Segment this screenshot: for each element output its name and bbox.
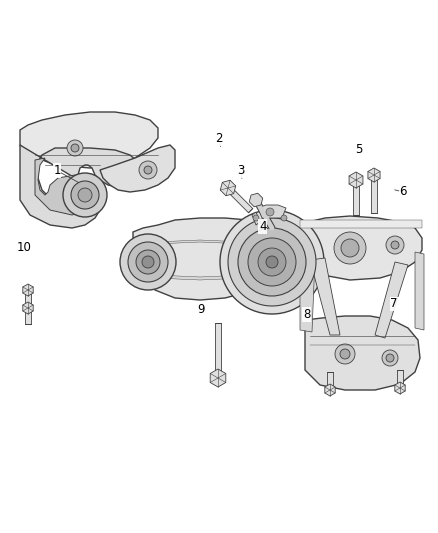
Polygon shape (375, 262, 408, 338)
Text: 10: 10 (17, 241, 32, 254)
Circle shape (386, 354, 394, 362)
Polygon shape (300, 220, 422, 228)
Polygon shape (258, 205, 286, 218)
Circle shape (238, 228, 306, 296)
Circle shape (334, 232, 366, 264)
Polygon shape (20, 112, 158, 168)
Circle shape (220, 210, 324, 314)
Polygon shape (155, 268, 265, 280)
Polygon shape (310, 258, 340, 335)
Polygon shape (305, 316, 420, 390)
Text: 8: 8 (303, 308, 310, 321)
Polygon shape (395, 382, 405, 394)
Text: 9: 9 (198, 303, 205, 316)
Polygon shape (368, 168, 380, 182)
Circle shape (139, 161, 157, 179)
Text: 3: 3 (237, 164, 244, 177)
Polygon shape (226, 186, 253, 213)
Polygon shape (23, 302, 33, 314)
Text: 5: 5 (356, 143, 363, 156)
Polygon shape (300, 255, 315, 332)
Polygon shape (349, 172, 363, 188)
Circle shape (340, 349, 350, 359)
Polygon shape (100, 145, 175, 192)
Polygon shape (325, 384, 335, 396)
Circle shape (335, 344, 355, 364)
Text: 1: 1 (53, 164, 61, 177)
Polygon shape (353, 180, 359, 215)
Circle shape (67, 140, 83, 156)
Circle shape (228, 218, 316, 306)
Circle shape (253, 215, 259, 221)
Text: 7: 7 (390, 297, 398, 310)
Text: 2: 2 (215, 132, 223, 145)
Polygon shape (210, 369, 226, 387)
Polygon shape (23, 284, 33, 296)
Polygon shape (20, 145, 138, 228)
Circle shape (341, 239, 359, 257)
Circle shape (142, 256, 154, 268)
Text: 4: 4 (259, 220, 267, 233)
Circle shape (386, 236, 404, 254)
Polygon shape (371, 175, 377, 213)
Circle shape (136, 250, 160, 274)
Polygon shape (25, 308, 31, 324)
Circle shape (382, 350, 398, 366)
Circle shape (144, 166, 152, 174)
Circle shape (63, 173, 107, 217)
Circle shape (391, 241, 399, 249)
Polygon shape (415, 252, 424, 330)
Circle shape (281, 215, 287, 221)
Polygon shape (327, 372, 333, 390)
Polygon shape (35, 158, 96, 215)
Polygon shape (215, 323, 221, 378)
Text: 6: 6 (399, 185, 407, 198)
Circle shape (128, 242, 168, 282)
Circle shape (71, 144, 79, 152)
Circle shape (71, 181, 99, 209)
Polygon shape (133, 218, 285, 300)
Polygon shape (220, 180, 236, 196)
Circle shape (248, 238, 296, 286)
Circle shape (266, 256, 278, 268)
Polygon shape (397, 370, 403, 388)
Circle shape (120, 234, 176, 290)
Circle shape (258, 248, 286, 276)
Circle shape (266, 208, 274, 216)
Polygon shape (300, 216, 422, 280)
Circle shape (78, 188, 92, 202)
Polygon shape (252, 212, 260, 225)
Polygon shape (249, 193, 263, 207)
Polygon shape (25, 290, 31, 306)
Polygon shape (155, 240, 265, 250)
